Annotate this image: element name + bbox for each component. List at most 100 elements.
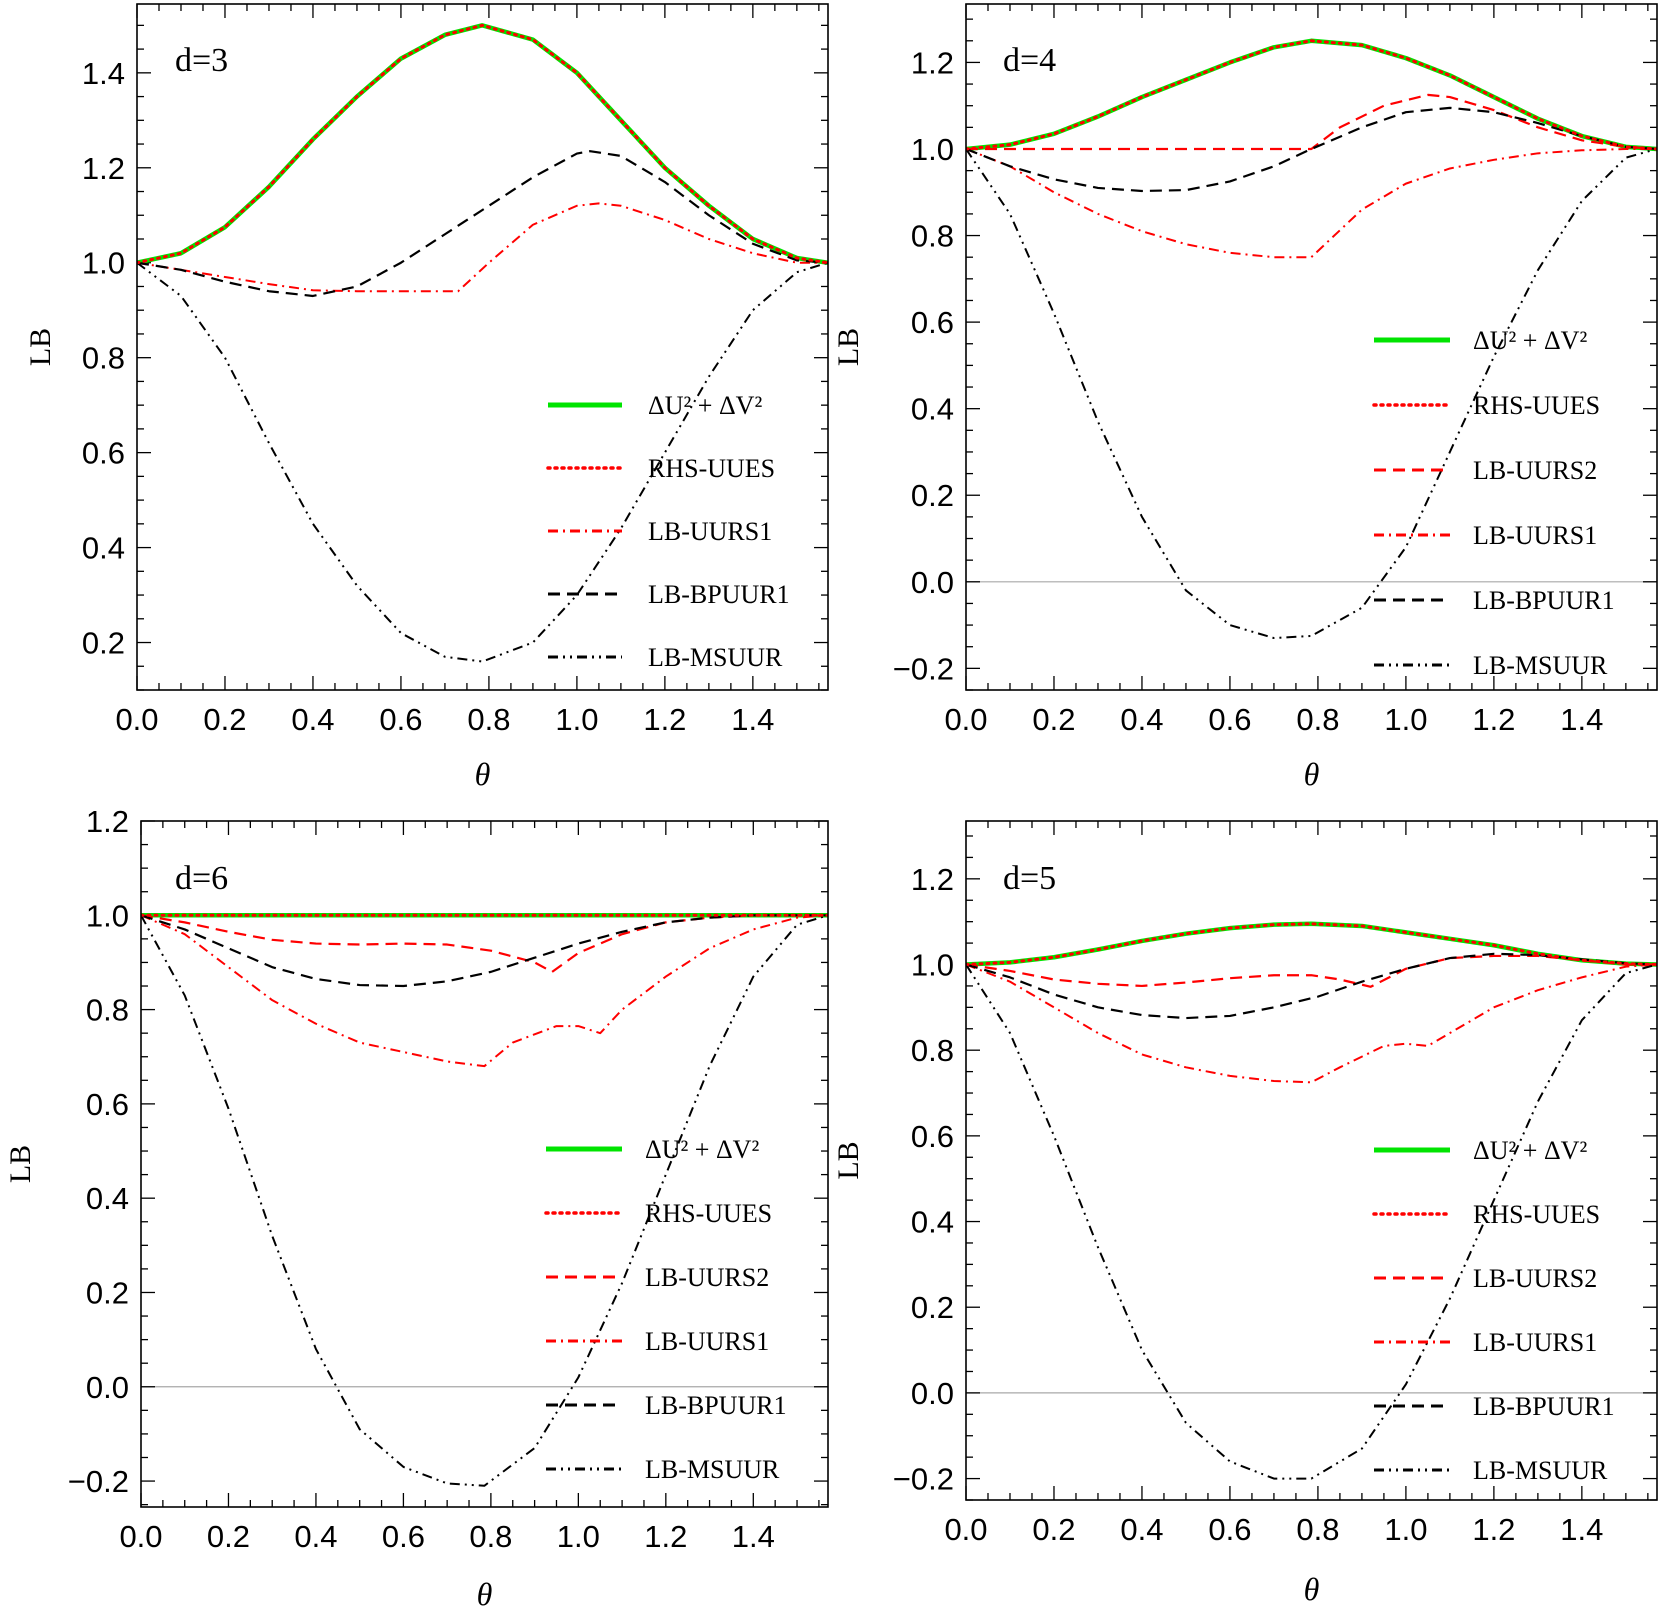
y-tick-label: 0.6 — [911, 1119, 954, 1154]
panel-label: d=4 — [1003, 42, 1056, 79]
y-tick-label: 1.2 — [911, 45, 954, 80]
y-axis-title: LB — [832, 1141, 865, 1179]
x-tick-label: 0.2 — [1032, 1512, 1075, 1547]
series-line-lb-uurs2 — [141, 914, 828, 973]
legend-label: LB-UURS1 — [1473, 1328, 1597, 1357]
series-line-lb-msuur — [141, 914, 828, 1487]
legend-label: ΔU² + ΔV² — [1473, 1136, 1587, 1165]
legend: ΔU² + ΔV² RHS-UUES LB-UURS2 LB-UURS1 LB-BPUU… — [1372, 1136, 1615, 1485]
x-tick-label: 0.0 — [944, 1512, 987, 1547]
legend-label: LB-MSUUR — [1473, 1456, 1608, 1485]
y-tick-label: 0.2 — [82, 626, 125, 661]
y-tick-label: 1.4 — [82, 56, 125, 91]
y-axis-title: LB — [832, 328, 865, 366]
x-tick-label: 1.4 — [1560, 1512, 1603, 1547]
panel-label: d=6 — [175, 860, 228, 897]
chart-panel-2: 0.0 0.2 0.4 0.6 0.8 1.0 1.2 1.4 −0.2 0.0 0.2 0.4 0.6… — [832, 3, 1658, 792]
y-tick-label: 0.8 — [86, 993, 129, 1028]
legend-label: LB-UURS1 — [648, 517, 772, 546]
x-tick-label: 0.8 — [469, 1519, 512, 1554]
y-tick-label: 0.0 — [911, 565, 954, 600]
x-tick-label: 0.6 — [382, 1519, 425, 1554]
legend-label: LB-UURS2 — [1473, 456, 1597, 485]
plot-frame — [140, 820, 829, 1508]
series-line-lb-uurs1 — [141, 914, 828, 1068]
y-tick-label: 0.0 — [86, 1370, 129, 1405]
series-group — [966, 921, 1657, 1480]
x-tick-label: 1.4 — [731, 702, 774, 737]
x-tick-label: 1.2 — [644, 1519, 687, 1554]
series-line-lb-uurs1 — [966, 147, 1657, 259]
series-group — [141, 913, 828, 1487]
x-tick-label: 0.4 — [1120, 702, 1163, 737]
y-tick-label: 0.4 — [911, 1205, 954, 1240]
legend-label: LB-MSUUR — [645, 1455, 780, 1484]
x-tick-label: 0.8 — [467, 702, 510, 737]
y-tick-label: 0.2 — [86, 1275, 129, 1310]
legend-label: LB-UURS1 — [1473, 521, 1597, 550]
series-line-lb-bpuur1 — [141, 914, 828, 988]
x-tick-label: 0.2 — [1032, 702, 1075, 737]
legend-label: LB-BPUUR1 — [645, 1391, 787, 1420]
x-tick-label: 0.8 — [1296, 1512, 1339, 1547]
y-tick-label: 0.6 — [82, 436, 125, 471]
chart-panel-3: 0.0 0.2 0.4 0.6 0.8 1.0 1.2 1.4 −0.2 0.0 0.2 0.4 0.6… — [4, 804, 829, 1612]
legend-label: RHS-UUES — [1473, 1200, 1600, 1229]
legend-label: LB-BPUUR1 — [648, 580, 790, 609]
series-line-lb-bpuur1 — [966, 952, 1657, 1020]
plot-frame — [965, 3, 1658, 691]
x-tick-label: 0.0 — [119, 1519, 162, 1554]
legend: ΔU² + ΔV² RHS-UUES LB-UURS2 LB-UURS1 LB-BPUU… — [1372, 326, 1615, 680]
x-tick-label: 1.0 — [1384, 1512, 1427, 1547]
plot-frame — [965, 820, 1658, 1501]
x-tick-label: 0.6 — [379, 702, 422, 737]
x-tick-label: 1.2 — [1472, 1512, 1515, 1547]
series-line-lb-bpuur1 — [966, 106, 1657, 193]
legend: ΔU² + ΔV² RHS-UUES LB-UURS1 LB-BPUUR1 LB-MSU… — [546, 391, 790, 672]
x-tick-label: 0.4 — [294, 1519, 337, 1554]
x-tick-label: 0.0 — [944, 702, 987, 737]
x-axis-title: θ — [1304, 756, 1320, 792]
panel-label: d=3 — [175, 42, 228, 79]
legend-label: ΔU² + ΔV² — [1473, 326, 1587, 355]
legend-label: ΔU² + ΔV² — [648, 391, 762, 420]
series-line-rhs-uues — [137, 23, 828, 265]
series-line-rhs-uues — [966, 39, 1657, 151]
y-tick-label: 1.0 — [911, 132, 954, 167]
panel-label: d=5 — [1003, 860, 1056, 897]
y-tick-label: 1.0 — [911, 948, 954, 983]
y-tick-label: 0.2 — [911, 478, 954, 513]
y-tick-label: 0.6 — [86, 1087, 129, 1122]
series-line-lb-msuur — [966, 963, 1657, 1480]
x-tick-label: 0.6 — [1208, 1512, 1251, 1547]
x-tick-label: 1.4 — [1560, 702, 1603, 737]
y-tick-label: 1.2 — [911, 862, 954, 897]
legend-label: RHS-UUES — [645, 1199, 772, 1228]
series-line-u-v — [966, 38, 1657, 152]
series-line-rhs-uues — [966, 922, 1657, 967]
x-tick-label: 1.4 — [732, 1519, 775, 1554]
series-line-lb-uurs1 — [137, 202, 828, 293]
chart-panel-4: 0.0 0.2 0.4 0.6 0.8 1.0 1.2 1.4 −0.2 0.0 0.2 0.4 0.6… — [832, 820, 1658, 1607]
legend-label: LB-UURS2 — [645, 1263, 769, 1292]
y-tick-label: 1.2 — [86, 804, 129, 839]
x-axis-title: θ — [475, 756, 491, 792]
y-tick-label: 0.4 — [911, 392, 954, 427]
y-tick-label: −0.2 — [68, 1464, 129, 1499]
legend-label: LB-MSUUR — [1473, 651, 1608, 680]
series-line-u-v — [137, 23, 828, 265]
x-tick-label: 1.2 — [643, 702, 686, 737]
legend-label: ΔU² + ΔV² — [645, 1135, 759, 1164]
y-tick-label: 1.0 — [86, 898, 129, 933]
plot-frame — [136, 3, 829, 691]
legend-label: LB-MSUUR — [648, 643, 783, 672]
x-tick-label: 0.6 — [1208, 702, 1251, 737]
y-tick-label: 0.0 — [911, 1376, 954, 1411]
x-axis-title: θ — [477, 1576, 493, 1612]
y-tick-label: 1.2 — [82, 151, 125, 186]
series-line-lb-uurs2 — [966, 954, 1657, 988]
y-tick-label: 0.8 — [911, 1033, 954, 1068]
y-tick-label: −0.2 — [893, 1462, 954, 1497]
x-tick-label: 1.0 — [1384, 702, 1427, 737]
